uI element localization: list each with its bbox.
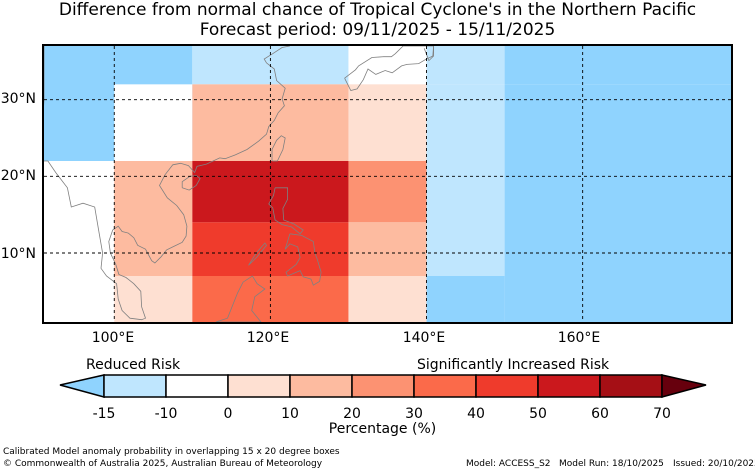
probability-cell [114,161,193,276]
probability-cell [504,84,731,161]
probability-cell [348,46,427,85]
coastline [215,275,266,322]
lat-label-10n: 10°N [0,246,36,262]
colorbar-tick-label: 0 [223,406,233,422]
colorbar-segment [599,374,663,398]
probability-cell [426,276,505,322]
increased-risk-label: Significantly Increased Risk [417,357,610,373]
footer-copyright: © Commonwealth of Australia 2025, Austra… [3,459,323,469]
map-title: Difference from normal chance of Tropica… [58,0,697,20]
lon-label-160e: 160°E [557,330,601,346]
coastline [44,46,290,321]
probability-cell [426,84,505,161]
map-panel [42,44,733,324]
probability-cell [426,46,505,85]
coastline [344,46,435,91]
colorbar-low-extension [59,374,105,398]
probability-cell [504,161,731,322]
colorbar-axis-label: Percentage (%) [328,421,437,437]
map-canvas [44,46,731,322]
colorbar-tick-label: 70 [653,406,671,422]
footer-model: Model: ACCESS_S2 [466,459,551,469]
footer-model-run: Model Run: 18/10/2025 [559,459,664,469]
colorbar-tick-label: -15 [92,406,116,422]
colorbar-tick-label: 20 [343,406,361,422]
colorbar-segment [351,374,415,398]
probability-cell [44,161,115,322]
probability-cell [348,84,427,161]
colorbar-segment [537,374,601,398]
coastline [271,135,286,162]
forecast-period: Forecast period: 09/11/2025 - 15/11/2025 [199,20,556,40]
lat-label-30n: 30°N [0,91,36,107]
probability-cell [114,84,193,161]
probability-cell [348,161,427,223]
coastline [181,175,201,191]
probability-cells [44,46,731,322]
colorbar-tick-label: 60 [591,406,609,422]
colorbar-segment [289,374,353,398]
footer-issued: Issued: 20/10/2025 [673,459,755,469]
colorbar-tick-label: 40 [467,406,485,422]
coastline [248,242,268,266]
probability-cell [348,222,427,276]
reduced-risk-label: Reduced Risk [86,357,181,373]
lon-label-100e: 100°E [91,330,135,346]
colorbar-segment [475,374,539,398]
lon-label-120e: 120°E [246,330,290,346]
lon-label-140e: 140°E [402,330,446,346]
coastline [268,187,304,235]
colorbar-segment [103,374,167,398]
colorbar-segment [413,374,477,398]
colorbar [59,374,707,398]
probability-cell [504,46,731,85]
colorbar-high-extension [661,374,707,398]
probability-cell [426,161,505,276]
colorbar-segment [165,374,229,398]
colorbar-tick-label: 30 [405,406,423,422]
colorbar-tick-label: -10 [154,406,178,422]
colorbar-tick-label: 10 [281,406,299,422]
gridlines [44,46,731,322]
colorbar-segment [227,374,291,398]
lat-label-20n: 20°N [0,168,36,184]
probability-cell [192,222,349,276]
colorbar-tick-label: 50 [529,406,547,422]
footer-note: Calibrated Model anomaly probability in … [3,447,340,457]
probability-cell [114,276,193,322]
probability-cell [348,276,427,322]
